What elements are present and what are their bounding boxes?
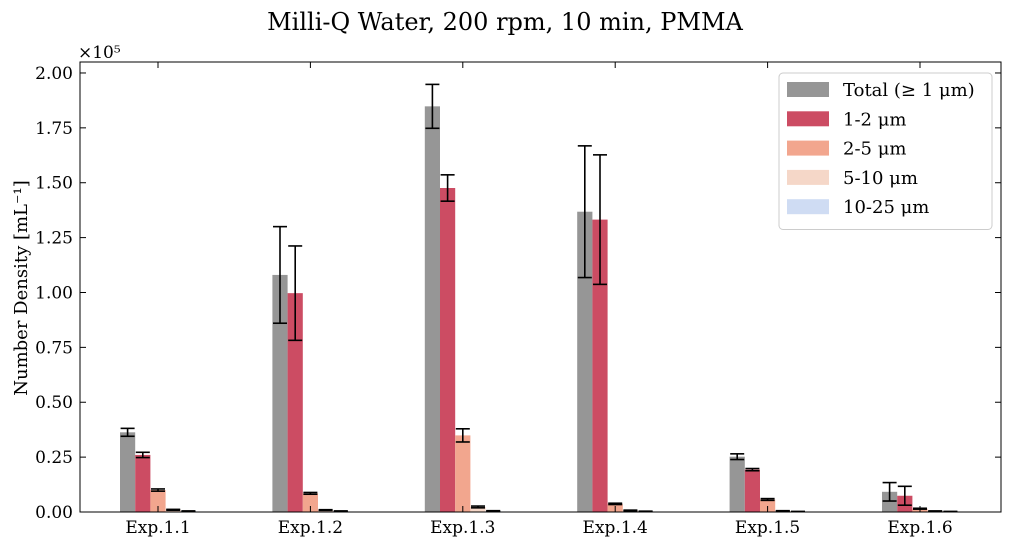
- x-tick-label: Exp.1.1: [125, 518, 190, 538]
- error-bar: [151, 488, 165, 492]
- bar-2-exp.1.1: [135, 454, 151, 512]
- legend-swatch: [787, 169, 829, 185]
- bar-1-exp.1.3: [424, 106, 440, 512]
- y-tick-label: 1.75: [35, 119, 73, 139]
- x-tick-label: Exp.1.2: [278, 518, 343, 538]
- bar-3-exp.1.1: [150, 490, 166, 512]
- bar-1-exp.1.1: [120, 432, 136, 512]
- bar-2-exp.1.5: [744, 469, 760, 512]
- y-scale-factor-label: ×10⁵: [78, 43, 121, 63]
- error-bar: [135, 451, 150, 459]
- x-tick-label: Exp.1.6: [887, 518, 952, 538]
- y-tick-label: 0.00: [35, 503, 73, 523]
- chart-title: Milli-Q Water, 200 rpm, 10 min, PMMA: [267, 8, 743, 36]
- bar-4-exp.1.3: [470, 506, 486, 512]
- y-tick-label: 0.25: [35, 448, 73, 468]
- legend-entry: 1-2 μm: [787, 109, 906, 130]
- bar-3-exp.1.2: [302, 493, 318, 512]
- legend-swatch: [787, 111, 829, 127]
- legend-label: Total (≥ 1 μm): [843, 80, 975, 101]
- bar-1-exp.1.5: [729, 456, 745, 512]
- y-tick-label: 1.25: [35, 229, 73, 249]
- error-bar: [440, 174, 455, 202]
- legend-entry: 5-10 μm: [787, 168, 918, 189]
- x-tick-label: Exp.1.3: [430, 518, 495, 538]
- bar-2-exp.1.3: [440, 188, 456, 512]
- error-bar: [425, 83, 440, 130]
- error-bar: [471, 505, 485, 509]
- error-bar: [730, 453, 745, 461]
- legend: Total (≥ 1 μm) 1-2 μm 2-5 μm 5-10 μm 10-25 μ…: [778, 72, 993, 230]
- bar-2-exp.1.4: [592, 219, 608, 513]
- y-axis-label: Number Density [mL⁻¹]: [11, 180, 32, 396]
- x-tick-label: Exp.1.5: [735, 518, 800, 538]
- error-bar: [577, 145, 592, 279]
- bar-2-exp.1.2: [287, 293, 303, 512]
- legend-label: 2-5 μm: [843, 139, 906, 160]
- legend-entry: 2-5 μm: [787, 139, 906, 160]
- error-bars-layer: [120, 83, 958, 513]
- error-bar: [882, 481, 897, 502]
- error-bar: [288, 245, 303, 342]
- bar-3-exp.1.5: [760, 499, 776, 512]
- y-tick-label: 2.00: [35, 64, 73, 84]
- error-bar: [303, 491, 318, 496]
- legend-entry: 10-25 μm: [787, 197, 929, 218]
- bar-1-exp.1.4: [577, 211, 593, 512]
- error-bar: [745, 467, 760, 472]
- error-bar: [318, 508, 333, 512]
- y-tick-label: 1.00: [35, 283, 73, 303]
- bar-1-exp.1.2: [272, 274, 288, 512]
- error-bar: [623, 509, 638, 512]
- legend-entry: Total (≥ 1 μm): [787, 80, 975, 101]
- plot-frame: [79, 61, 1002, 513]
- bars-layer: [120, 106, 958, 513]
- error-bar: [455, 428, 470, 443]
- legend-label: 10-25 μm: [843, 197, 929, 218]
- legend-swatch: [787, 140, 829, 156]
- error-bar: [120, 427, 135, 438]
- legend-swatch: [787, 82, 829, 97]
- x-tick-label: Exp.1.4: [583, 518, 648, 538]
- y-tick-label: 0.75: [35, 338, 73, 358]
- bar-3-exp.1.3: [455, 435, 471, 512]
- legend-label: 1-2 μm: [843, 109, 906, 130]
- bar-1-exp.1.6: [882, 491, 898, 512]
- error-bar: [897, 485, 912, 506]
- y-tick-label: 1.50: [35, 174, 73, 194]
- error-bar: [760, 497, 775, 502]
- error-bar: [166, 508, 181, 512]
- legend-swatch: [787, 199, 829, 215]
- legend-box: [778, 72, 993, 230]
- axes-layer: 0.00 0.25 0.50 0.75 1.00 1.25 1.50 1.75 2.00 Exp.…: [35, 61, 1002, 538]
- y-tick-label: 0.50: [35, 393, 73, 413]
- error-bar: [593, 154, 607, 286]
- error-bar: [273, 225, 287, 325]
- legend-label: 5-10 μm: [843, 168, 918, 189]
- error-bar: [608, 502, 623, 506]
